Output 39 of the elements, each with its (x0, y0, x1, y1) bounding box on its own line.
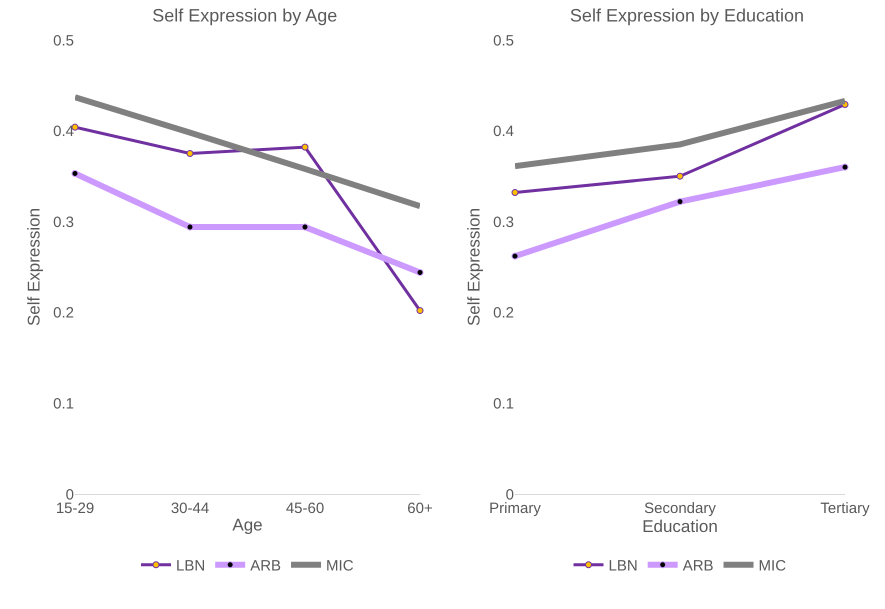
x-tick-label: Secondary (644, 500, 716, 517)
y-tick-label: 0.2 (53, 304, 74, 322)
x-tick-label: Tertiary (820, 500, 870, 517)
point (842, 164, 848, 171)
x-axis-title: Education (642, 517, 718, 536)
point (186, 150, 194, 157)
x-tick-label: 45-60 (286, 500, 324, 517)
y-tick-label: 0.3 (493, 214, 514, 231)
point (186, 224, 194, 231)
legend-label: ARB (682, 558, 714, 575)
y-tick-label: 0.2 (493, 304, 514, 322)
legend-label: LBN (608, 558, 638, 575)
x-tick-label: 60+ (407, 500, 433, 517)
point (512, 189, 518, 196)
legend-label: ARB (250, 558, 282, 575)
y-tick-label: 0.1 (493, 395, 514, 412)
point (302, 224, 308, 231)
y-tick-label: 0.5 (53, 32, 74, 50)
y-axis-title: Self Expression (24, 208, 44, 326)
chart-title: Self Expression by Education (570, 6, 804, 26)
y-tick-label: 0.1 (53, 395, 74, 412)
point (302, 144, 308, 151)
point (676, 172, 684, 180)
x-axis-title: Age (232, 515, 263, 534)
point (416, 307, 424, 314)
point (72, 170, 78, 177)
chart-title: Self Expression by Age (152, 6, 338, 26)
y-tick-label: 0.5 (493, 32, 514, 50)
legend-label: LBN (176, 558, 206, 575)
legend-label: MIC (758, 558, 786, 575)
y-axis-title: Self Expression (464, 208, 484, 326)
point (416, 268, 424, 276)
point (512, 252, 518, 260)
legend-label: MIC (326, 558, 354, 575)
y-tick-label: 0.4 (493, 123, 514, 140)
x-tick-label: 30-44 (170, 500, 210, 517)
y-tick-label: 0.3 (53, 214, 74, 231)
y-tick-label: 0.4 (53, 123, 74, 140)
point (676, 198, 684, 206)
